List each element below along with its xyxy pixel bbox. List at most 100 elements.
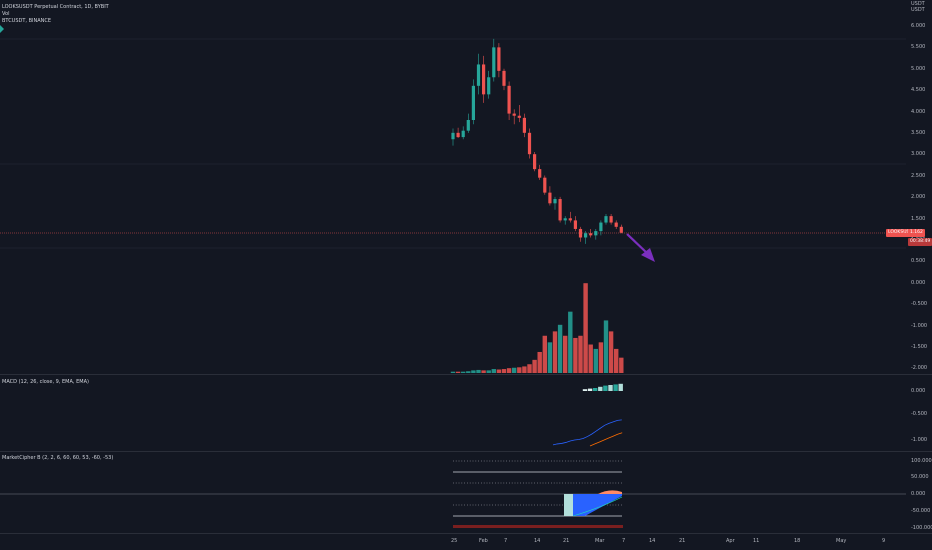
volume-bar: [573, 337, 578, 373]
candle-body: [594, 231, 598, 236]
volume-bar: [471, 370, 476, 373]
candle-body: [599, 222, 603, 232]
time-axis-tick: 7: [622, 538, 626, 544]
price-axis-tick: 6.000: [911, 23, 926, 29]
vol-label[interactable]: Vol: [2, 11, 10, 17]
symbol-title[interactable]: LOOKSUSDT Perpetual Contract, 1D, BYBIT: [2, 4, 109, 10]
volume-bar: [522, 366, 527, 373]
price-axis-tick: 5.500: [911, 44, 926, 51]
volume-bar: [527, 364, 532, 373]
macd-histogram-bar: [608, 385, 613, 391]
volume-bar: [598, 342, 604, 373]
volume-bar: [603, 320, 609, 373]
price-axis-tick: 3.500: [911, 130, 926, 136]
volume-bar: [593, 348, 598, 373]
candle-body: [527, 132, 532, 155]
candle-body: [589, 233, 593, 236]
overlay-marker: [0, 25, 4, 33]
volume-bar: [506, 368, 512, 373]
macd-histogram-bar: [582, 389, 588, 391]
macd-histogram-bar: [618, 383, 623, 391]
price-axis-tick: 4.000: [911, 108, 926, 115]
candle-body: [553, 199, 557, 204]
candle-body: [619, 226, 623, 233]
cipher-axis-tick: 0.000: [911, 491, 926, 497]
time-axis-tick: Apr: [726, 538, 735, 544]
time-axis-tick: 14: [534, 538, 541, 544]
volume-bar: [496, 369, 502, 373]
time-axis-tick: 7: [504, 538, 508, 544]
time-axis-tick: May: [836, 538, 847, 544]
macd-axis-tick: -1.000: [911, 437, 928, 443]
macd-histogram-bar: [593, 388, 598, 391]
candle-body: [512, 113, 516, 116]
macd-legend[interactable]: MACD (12, 26, close, 9, EMA, EMA): [2, 379, 89, 385]
price-axis-tick: -2.000: [911, 365, 928, 372]
pane-separator-macd[interactable]: [0, 374, 932, 375]
volume-bar: [588, 344, 593, 373]
time-axis-tick: 9: [882, 538, 886, 544]
price-tag-symbol: LOOKSUSDT: [886, 229, 918, 237]
time-axis-separator: [0, 533, 932, 534]
price-axis-tick: -0.500: [911, 301, 928, 308]
time-axis-tick: 25: [451, 538, 458, 544]
volume-bar: [619, 357, 624, 373]
volume-bar: [547, 342, 553, 373]
candle-body: [487, 77, 491, 95]
cipher-wave-orange: [598, 490, 622, 494]
currency-label: USDT: [911, 1, 925, 7]
volume-bar: [491, 369, 496, 373]
candle-body: [451, 132, 455, 140]
time-axis-tick: 21: [563, 538, 570, 544]
candle-body: [507, 85, 511, 114]
candle-body: [497, 47, 501, 71]
volume-bar: [608, 331, 614, 373]
cipher-vwap-line: [572, 496, 623, 517]
pane-separator-cipher[interactable]: [0, 451, 932, 452]
cipher-bottom-band: [453, 525, 623, 528]
time-axis-tick: 11: [753, 538, 760, 544]
time-axis-tick: 14: [649, 538, 656, 544]
candle-body: [522, 117, 526, 133]
price-tag-value: 1.162: [908, 229, 925, 237]
cipher-legend[interactable]: MarketCipher B (2, 2, 6, 60, 60, 53, -60…: [2, 455, 114, 461]
candle-body: [476, 64, 481, 86]
volume-bar: [481, 370, 486, 373]
macd-histogram-bar: [613, 384, 618, 391]
volume-bar: [450, 371, 456, 373]
price-axis-tick: 0.500: [911, 258, 926, 265]
candle-body: [614, 222, 618, 227]
macd-signal-line: [589, 432, 623, 447]
overlay-symbol-label[interactable]: BTCUSDT, BINANCE: [2, 18, 52, 24]
cipher-axis-tick: 50.000: [911, 474, 929, 480]
time-axis-tick: 21: [679, 538, 686, 544]
volume-bar: [466, 371, 471, 373]
candle-body: [492, 47, 496, 78]
candle-body: [482, 64, 486, 95]
candle-body: [578, 228, 583, 238]
volume-bar: [537, 351, 542, 373]
candle-body: [584, 233, 588, 238]
price-axis-tick: -1.000: [911, 322, 928, 329]
candle-body: [558, 199, 562, 221]
macd-histogram-bar: [598, 386, 603, 391]
price-axis-tick: 1.500: [911, 215, 926, 222]
volume-bar: [532, 359, 537, 373]
candle-body: [456, 132, 460, 138]
price-axis-tick: 5.000: [911, 65, 926, 72]
candle-body: [548, 192, 552, 204]
candle-body: [517, 115, 521, 118]
price-axis-tick: 4.500: [911, 87, 926, 94]
volume-bar: [542, 335, 547, 373]
forecast-arrow-shaft: [626, 233, 649, 255]
currency-label-secondary: USDT: [911, 7, 925, 13]
forecast-arrowhead: [641, 248, 655, 262]
volume-bar: [512, 367, 517, 373]
candle-body: [543, 177, 547, 193]
macd-axis-tick: -0.500: [911, 411, 928, 417]
volume-bar: [501, 369, 507, 373]
candle-body: [461, 130, 465, 138]
volume-bar: [461, 371, 466, 373]
candle-body: [609, 216, 613, 223]
